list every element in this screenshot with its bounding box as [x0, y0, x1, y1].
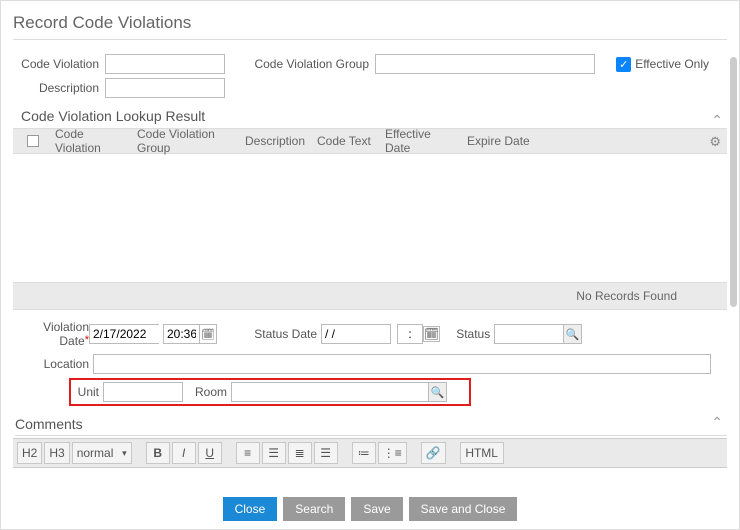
col-code-text[interactable]: Code Text	[311, 134, 379, 148]
code-violation-group-input[interactable]	[375, 54, 595, 74]
violation-time-picker: 🗓	[163, 324, 217, 344]
calendar-icon[interactable]: 🗓	[199, 324, 217, 344]
divider	[13, 39, 727, 40]
status-input[interactable]	[494, 324, 564, 344]
lookup-title: Code Violation Lookup Result	[21, 108, 727, 124]
comments-title: Comments	[15, 416, 83, 432]
description-input[interactable]	[105, 78, 225, 98]
italic-button[interactable]: I	[172, 442, 196, 464]
col-expire-date[interactable]: Expire Date	[461, 134, 541, 148]
underline-button[interactable]: U	[198, 442, 222, 464]
grid-body	[13, 154, 727, 282]
html-button[interactable]: HTML	[460, 442, 504, 464]
align-left-button[interactable]: ≡	[236, 442, 260, 464]
lookup-icon[interactable]: 🔍	[564, 324, 582, 344]
code-violation-input[interactable]	[105, 54, 225, 74]
save-and-close-button[interactable]: Save and Close	[409, 497, 518, 521]
violation-date-picker	[89, 324, 159, 344]
no-records-text: No Records Found	[576, 289, 677, 303]
status-date-input[interactable]	[321, 324, 391, 344]
calendar-icon-2[interactable]: 🗓	[423, 326, 440, 342]
grid-footer: No Records Found	[13, 282, 727, 310]
location-row: Location	[13, 354, 727, 374]
room-label: Room	[183, 385, 227, 399]
code-violation-label: Code Violation	[13, 57, 99, 71]
h2-button[interactable]: H2	[17, 442, 42, 464]
bold-button[interactable]: B	[146, 442, 170, 464]
violation-date-label: Violation Date*	[13, 320, 89, 348]
status-date-label: Status Date	[217, 327, 317, 341]
collapse-icon[interactable]: ⌃	[711, 112, 723, 129]
effective-only-checkbox[interactable]: ✓	[616, 57, 631, 72]
location-label: Location	[13, 357, 89, 371]
effective-only-label: Effective Only	[635, 57, 709, 71]
h3-button[interactable]: H3	[44, 442, 69, 464]
unit-room-highlight: Unit Room 🔍	[69, 378, 471, 406]
location-input[interactable]	[93, 354, 711, 374]
comments-collapse-icon[interactable]: ⌃	[711, 414, 723, 431]
violation-date-input[interactable]	[89, 324, 159, 344]
room-lookup-icon[interactable]: 🔍	[429, 382, 447, 402]
ordered-list-button[interactable]: ≔	[352, 442, 376, 464]
filter-row-2: Description	[13, 78, 727, 98]
violation-date-row: Violation Date* 🗓 Status Date 🗓 Status 🔍	[13, 320, 727, 348]
status-label: Status	[440, 327, 490, 341]
save-button[interactable]: Save	[351, 497, 402, 521]
status-time-input[interactable]	[397, 324, 423, 344]
link-button[interactable]: 🔗	[421, 442, 446, 464]
scrollbar[interactable]	[730, 57, 737, 307]
editor-toolbar: H2 H3 normal▾ B I U ≡ ☰ ≣ ☰ ≔ ⋮≡ 🔗 HTML	[13, 438, 727, 468]
unordered-list-button[interactable]: ⋮≡	[378, 442, 407, 464]
select-all-checkbox[interactable]	[27, 135, 39, 147]
code-violation-group-label: Code Violation Group	[225, 57, 369, 71]
button-bar: Close Search Save Save and Close	[1, 497, 739, 521]
comments-header: Comments ⌃	[15, 416, 727, 436]
dialog-container: Record Code Violations Code Violation Co…	[0, 0, 740, 530]
description-label: Description	[13, 81, 99, 95]
violation-time-input[interactable]	[163, 324, 199, 344]
align-center-button[interactable]: ☰	[262, 442, 286, 464]
align-justify-button[interactable]: ☰	[314, 442, 338, 464]
align-right-button[interactable]: ≣	[288, 442, 312, 464]
search-button[interactable]: Search	[283, 497, 345, 521]
col-code-violation[interactable]: Code Violation	[49, 127, 131, 155]
col-effective-date[interactable]: Effective Date	[379, 127, 461, 155]
page-title: Record Code Violations	[13, 13, 727, 33]
room-input[interactable]	[231, 382, 429, 402]
gear-icon[interactable]: ⚙	[709, 134, 721, 150]
unit-label: Unit	[77, 385, 99, 399]
close-button[interactable]: Close	[223, 497, 278, 521]
col-description[interactable]: Description	[239, 134, 311, 148]
filter-row-1: Code Violation Code Violation Group ✓ Ef…	[13, 54, 727, 74]
lookup-section: Code Violation Lookup Result ⌃ Code Viol…	[13, 108, 727, 310]
grid-header: Code Violation Code Violation Group Desc…	[13, 128, 727, 154]
unit-input[interactable]	[103, 382, 183, 402]
normal-button[interactable]: normal▾	[72, 442, 132, 464]
col-group[interactable]: Code Violation Group	[131, 127, 239, 155]
